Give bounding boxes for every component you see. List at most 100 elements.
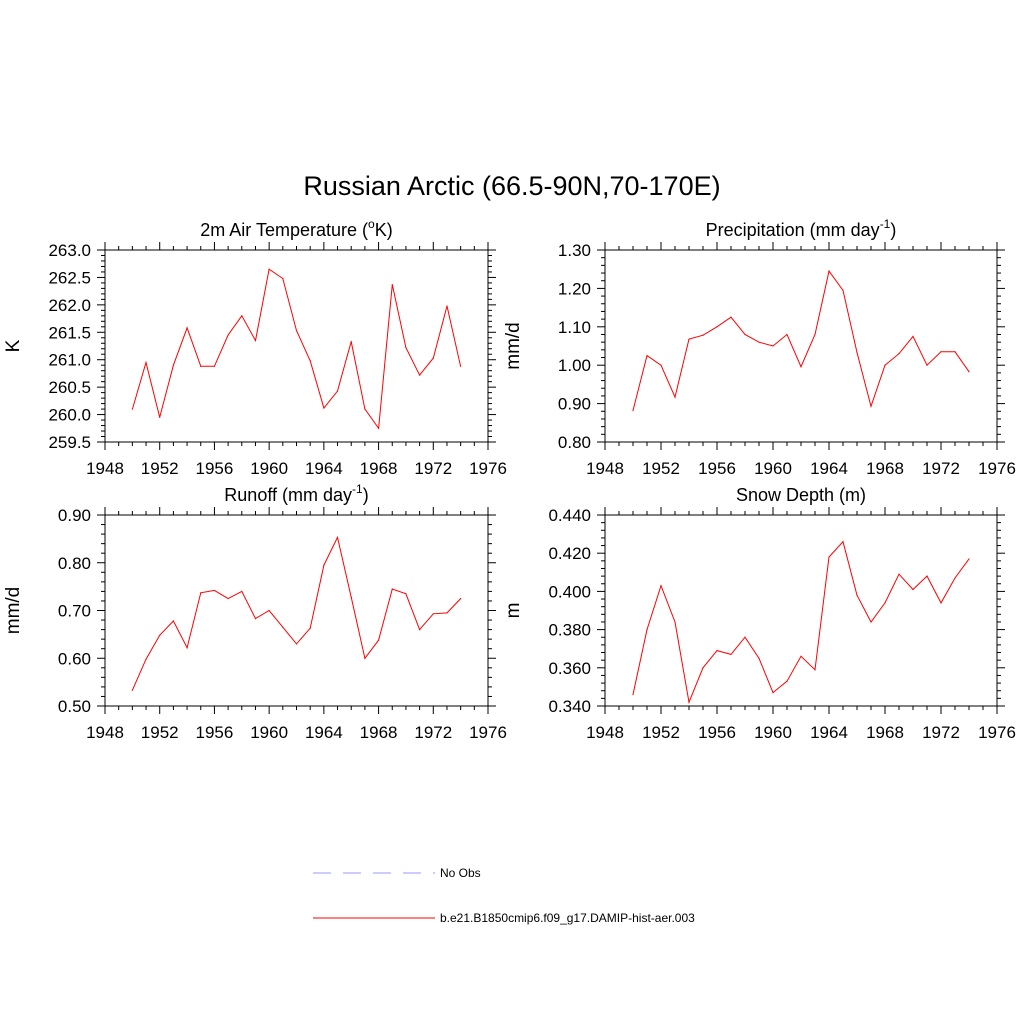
data-point	[968, 371, 970, 373]
x-tick-label: 1952	[141, 723, 179, 742]
data-point	[744, 333, 746, 336]
data-point	[954, 351, 956, 353]
y-tick-label: 1.10	[558, 318, 591, 337]
y-tick-label: 1.30	[558, 241, 591, 260]
x-tick-label: 1976	[978, 459, 1016, 478]
panel-title-superscript: -1	[880, 217, 891, 231]
data-point	[364, 408, 366, 410]
x-tick-label: 1948	[586, 459, 624, 478]
x-tick-label: 1948	[86, 723, 124, 742]
data-point	[419, 629, 421, 631]
data-point	[744, 636, 746, 638]
data-point	[145, 361, 147, 364]
data-point	[295, 643, 298, 645]
data-point	[159, 416, 161, 418]
y-tick-label: 0.380	[548, 621, 591, 640]
plot-frame	[104, 249, 489, 443]
x-tick-label: 1956	[698, 723, 736, 742]
data-point	[131, 408, 133, 410]
panel-title: Runoff (mm day-1)	[224, 482, 368, 505]
plot-frame	[604, 249, 998, 443]
x-tick-label: 1952	[642, 459, 680, 478]
legend-label-1: No Obs	[440, 866, 481, 880]
data-point	[842, 289, 844, 291]
series-line-1	[131, 268, 462, 430]
y-axis-label: m	[503, 603, 524, 619]
x-tick-label: 1968	[866, 723, 904, 742]
y-axis-label: K	[3, 339, 24, 352]
data-point	[730, 653, 732, 656]
x-tick-label: 1952	[141, 459, 179, 478]
x-tick-label: 1972	[922, 723, 960, 742]
x-tick-label: 1964	[810, 459, 848, 478]
data-point	[800, 366, 802, 368]
data-point	[309, 627, 311, 629]
y-axis-label: mm/d	[3, 587, 24, 635]
data-point	[758, 341, 760, 343]
x-tick-label: 1956	[196, 459, 234, 478]
data-point	[336, 390, 339, 392]
x-tick-label: 1956	[698, 459, 736, 478]
data-point	[254, 339, 257, 342]
y-tick-label: 263.0	[48, 241, 91, 260]
data-point	[632, 409, 634, 412]
x-tick-label: 1976	[469, 723, 507, 742]
data-point	[446, 612, 448, 614]
data-point	[940, 602, 942, 604]
x-tick-label: 1960	[250, 723, 288, 742]
data-point	[432, 357, 434, 359]
data-point	[660, 364, 662, 366]
data-point	[632, 693, 634, 696]
data-point	[912, 588, 914, 591]
data-point	[350, 341, 352, 343]
x-tick-label: 1956	[196, 723, 234, 742]
data-point	[856, 351, 858, 354]
chart-panel-2: Precipitation (mm day-1) mm/d 1948 1952 1956…	[503, 217, 1016, 478]
data-point	[405, 347, 407, 349]
data-point	[268, 609, 270, 612]
data-point	[405, 593, 407, 595]
y-tick-label: 0.340	[548, 697, 591, 716]
data-point	[702, 667, 704, 669]
data-point	[377, 639, 380, 641]
data-point	[446, 305, 448, 307]
data-point	[828, 270, 830, 272]
y-tick-label: 260.5	[48, 378, 91, 397]
panel-title-superscript: o	[368, 217, 375, 231]
data-point	[419, 374, 421, 376]
data-point	[227, 597, 229, 600]
y-tick-label: 260.0	[48, 406, 91, 425]
panel-title: 2m Air Temperature (oK)	[200, 217, 392, 240]
y-tick-label: 259.5	[48, 433, 91, 452]
x-tick-label: 1968	[866, 459, 904, 478]
data-point	[758, 657, 760, 659]
data-point	[200, 365, 202, 367]
y-tick-label: 0.440	[548, 506, 591, 525]
y-tick-label: 0.60	[58, 649, 91, 668]
y-tick-label: 0.400	[548, 582, 591, 601]
panel-title-text: Snow Depth (m)	[736, 485, 866, 505]
data-point	[660, 585, 662, 587]
data-point	[688, 701, 690, 703]
plot-frame	[104, 514, 489, 707]
x-tick-label: 1964	[305, 459, 343, 478]
x-tick-label: 1976	[978, 723, 1016, 742]
y-tick-label: 0.70	[58, 602, 91, 621]
chart-panel-4: Snow Depth (m) m 1948 1952 1956 1960 1964 1968 1…	[503, 485, 1016, 742]
data-point	[172, 364, 174, 366]
panel-title-tail: )	[890, 220, 896, 240]
data-point	[912, 335, 914, 337]
x-tick-label: 1968	[360, 459, 398, 478]
data-point	[884, 364, 886, 366]
data-point	[200, 592, 202, 594]
panel-title-text: Runoff (mm day	[224, 485, 352, 505]
data-point	[213, 589, 216, 592]
panel-title-text: 2m Air Temperature (	[200, 220, 368, 240]
data-point	[870, 405, 872, 407]
panel-title-text: Precipitation (mm day	[706, 220, 880, 240]
data-point	[391, 588, 393, 590]
y-tick-label: 0.360	[548, 659, 591, 678]
x-tick-label: 1972	[414, 723, 452, 742]
y-tick-label: 0.80	[558, 433, 591, 452]
